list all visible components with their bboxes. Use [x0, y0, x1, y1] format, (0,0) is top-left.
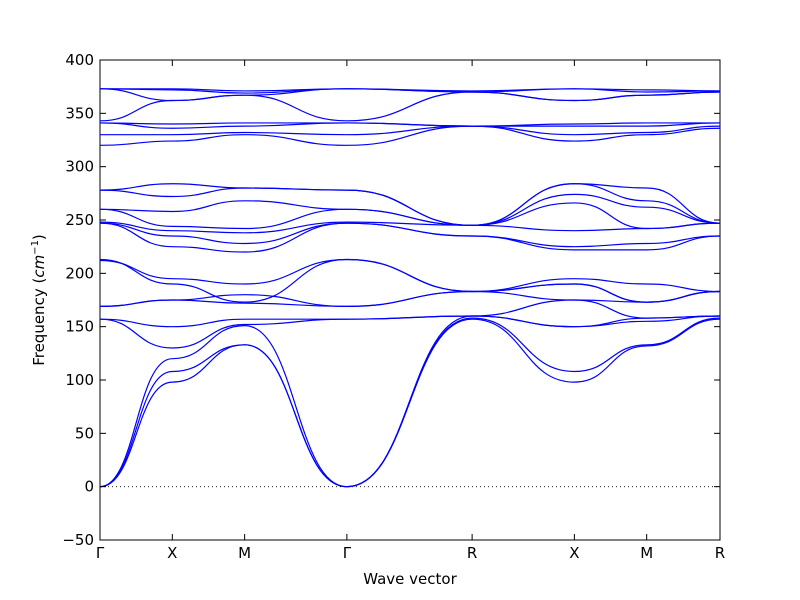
band-line-3	[99, 315, 721, 488]
y-tick-label: 300	[65, 158, 94, 176]
y-tick-label: 150	[65, 318, 94, 336]
x-tick-label: X	[167, 544, 177, 562]
band-line-16	[99, 183, 721, 226]
band-line-11	[99, 222, 721, 248]
y-axis-label-main: Frequency (	[30, 278, 48, 366]
plot-area	[99, 59, 721, 541]
y-tick-label: 250	[65, 211, 94, 229]
band-lines	[99, 88, 721, 488]
x-tick-label: X	[569, 544, 579, 562]
x-tick-label: M	[238, 544, 251, 562]
y-tick-label: −50	[62, 531, 94, 549]
y-axis-label-unit: cm	[30, 255, 48, 278]
y-axis-label-exp: −1	[30, 240, 41, 255]
y-tick-label: 100	[65, 371, 94, 389]
band-line-24	[99, 88, 721, 92]
band-line-15	[99, 183, 721, 226]
band-line-12	[99, 221, 721, 234]
x-axis-label: Wave vector	[363, 570, 457, 588]
band-line-18	[99, 125, 721, 136]
band-line-5	[99, 299, 721, 328]
y-tick-label: 50	[75, 424, 94, 442]
band-line-20	[99, 122, 720, 127]
y-axis-label: Frequency (cm−1)	[30, 234, 48, 366]
y-tick-label: 200	[65, 264, 94, 282]
y-axis-label-close: )	[30, 234, 48, 240]
x-tick-label: Γ	[96, 544, 105, 562]
band-line-9	[99, 258, 721, 303]
band-line-17	[99, 125, 721, 146]
y-tick-label: 350	[65, 104, 94, 122]
x-tick-label: R	[715, 544, 725, 562]
y-tick-label: 0	[84, 478, 94, 496]
band-line-7	[99, 283, 721, 308]
y-axis: −50 0 50 100 150 200 250 300 350 400	[62, 51, 720, 549]
x-tick-label: Γ	[343, 544, 352, 562]
band-line-4	[99, 315, 721, 349]
axes-frame	[99, 59, 721, 541]
x-tick-label: M	[640, 544, 653, 562]
band-line-13	[99, 202, 721, 230]
x-tick-label: R	[467, 544, 477, 562]
y-tick-label: 400	[65, 51, 94, 69]
band-line-14	[99, 193, 721, 226]
band-line-2	[99, 317, 721, 488]
